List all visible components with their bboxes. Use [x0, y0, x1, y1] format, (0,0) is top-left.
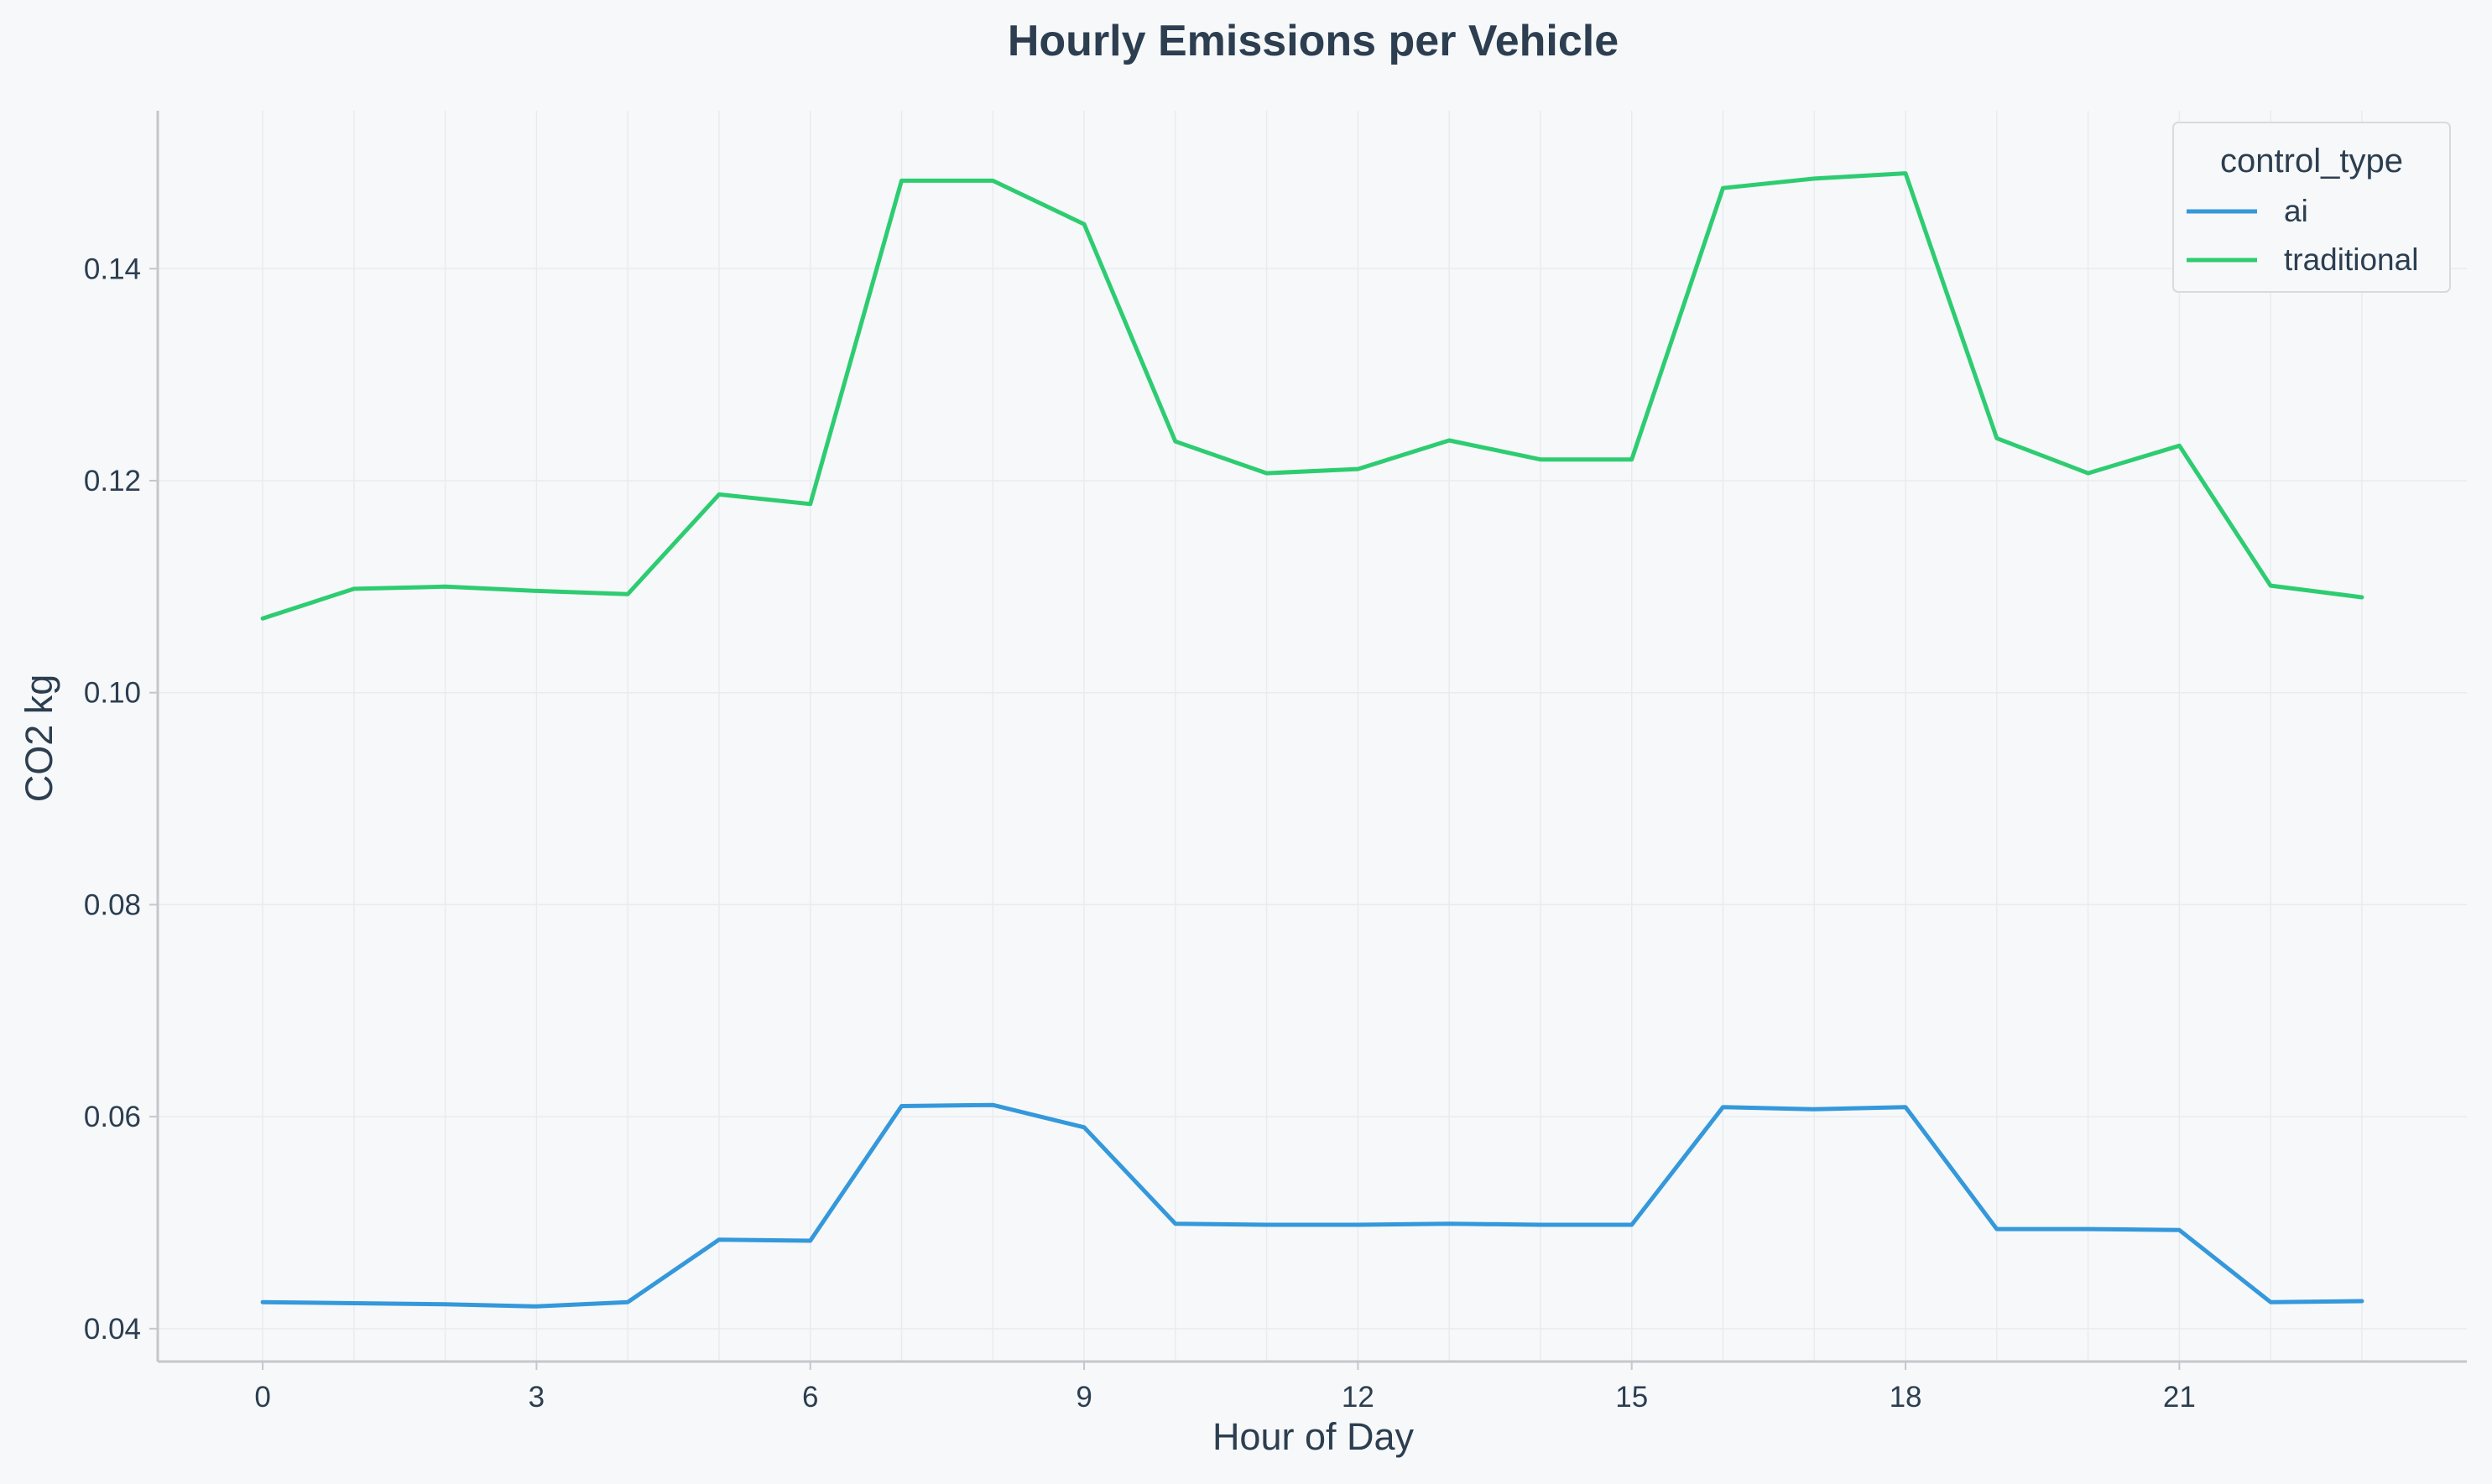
legend-box — [2172, 122, 2451, 293]
x-axis-label: Hour of Day — [1212, 1415, 1415, 1458]
x-tick-label: 18 — [1890, 1381, 1922, 1414]
grid — [158, 111, 2467, 1362]
series-line-ai — [260, 1102, 2364, 1309]
x-axis-ticks: 0 3 6 9 12 15 18 21 — [254, 1362, 2196, 1414]
y-tick-label: 0.10 — [84, 677, 141, 710]
legend-label-traditional: traditional — [2284, 242, 2418, 277]
legend-title: control_type — [2220, 143, 2403, 180]
y-tick-label: 0.06 — [84, 1101, 141, 1133]
y-axis-ticks: 0.04 0.06 0.08 0.10 0.12 0.14 — [84, 253, 158, 1346]
y-tick-label: 0.08 — [84, 888, 141, 921]
x-tick-label: 12 — [1342, 1381, 1374, 1414]
x-tick-label: 15 — [1615, 1381, 1648, 1414]
y-tick-label: 0.14 — [84, 253, 141, 285]
x-tick-label: 3 — [529, 1381, 545, 1414]
series-lines — [260, 171, 2364, 1309]
legend-label-ai: ai — [2284, 194, 2308, 228]
chart-title: Hourly Emissions per Vehicle — [1008, 17, 1619, 65]
series-line-traditional — [260, 171, 2364, 621]
x-tick-label: 0 — [254, 1381, 270, 1414]
y-tick-label: 0.04 — [84, 1313, 141, 1346]
y-tick-label: 0.12 — [84, 465, 141, 497]
y-axis-label: CO2 kg — [18, 674, 60, 803]
x-tick-label: 6 — [802, 1381, 818, 1414]
axes — [156, 111, 2467, 1363]
x-tick-label: 21 — [2163, 1381, 2196, 1414]
x-tick-label: 9 — [1076, 1381, 1092, 1414]
